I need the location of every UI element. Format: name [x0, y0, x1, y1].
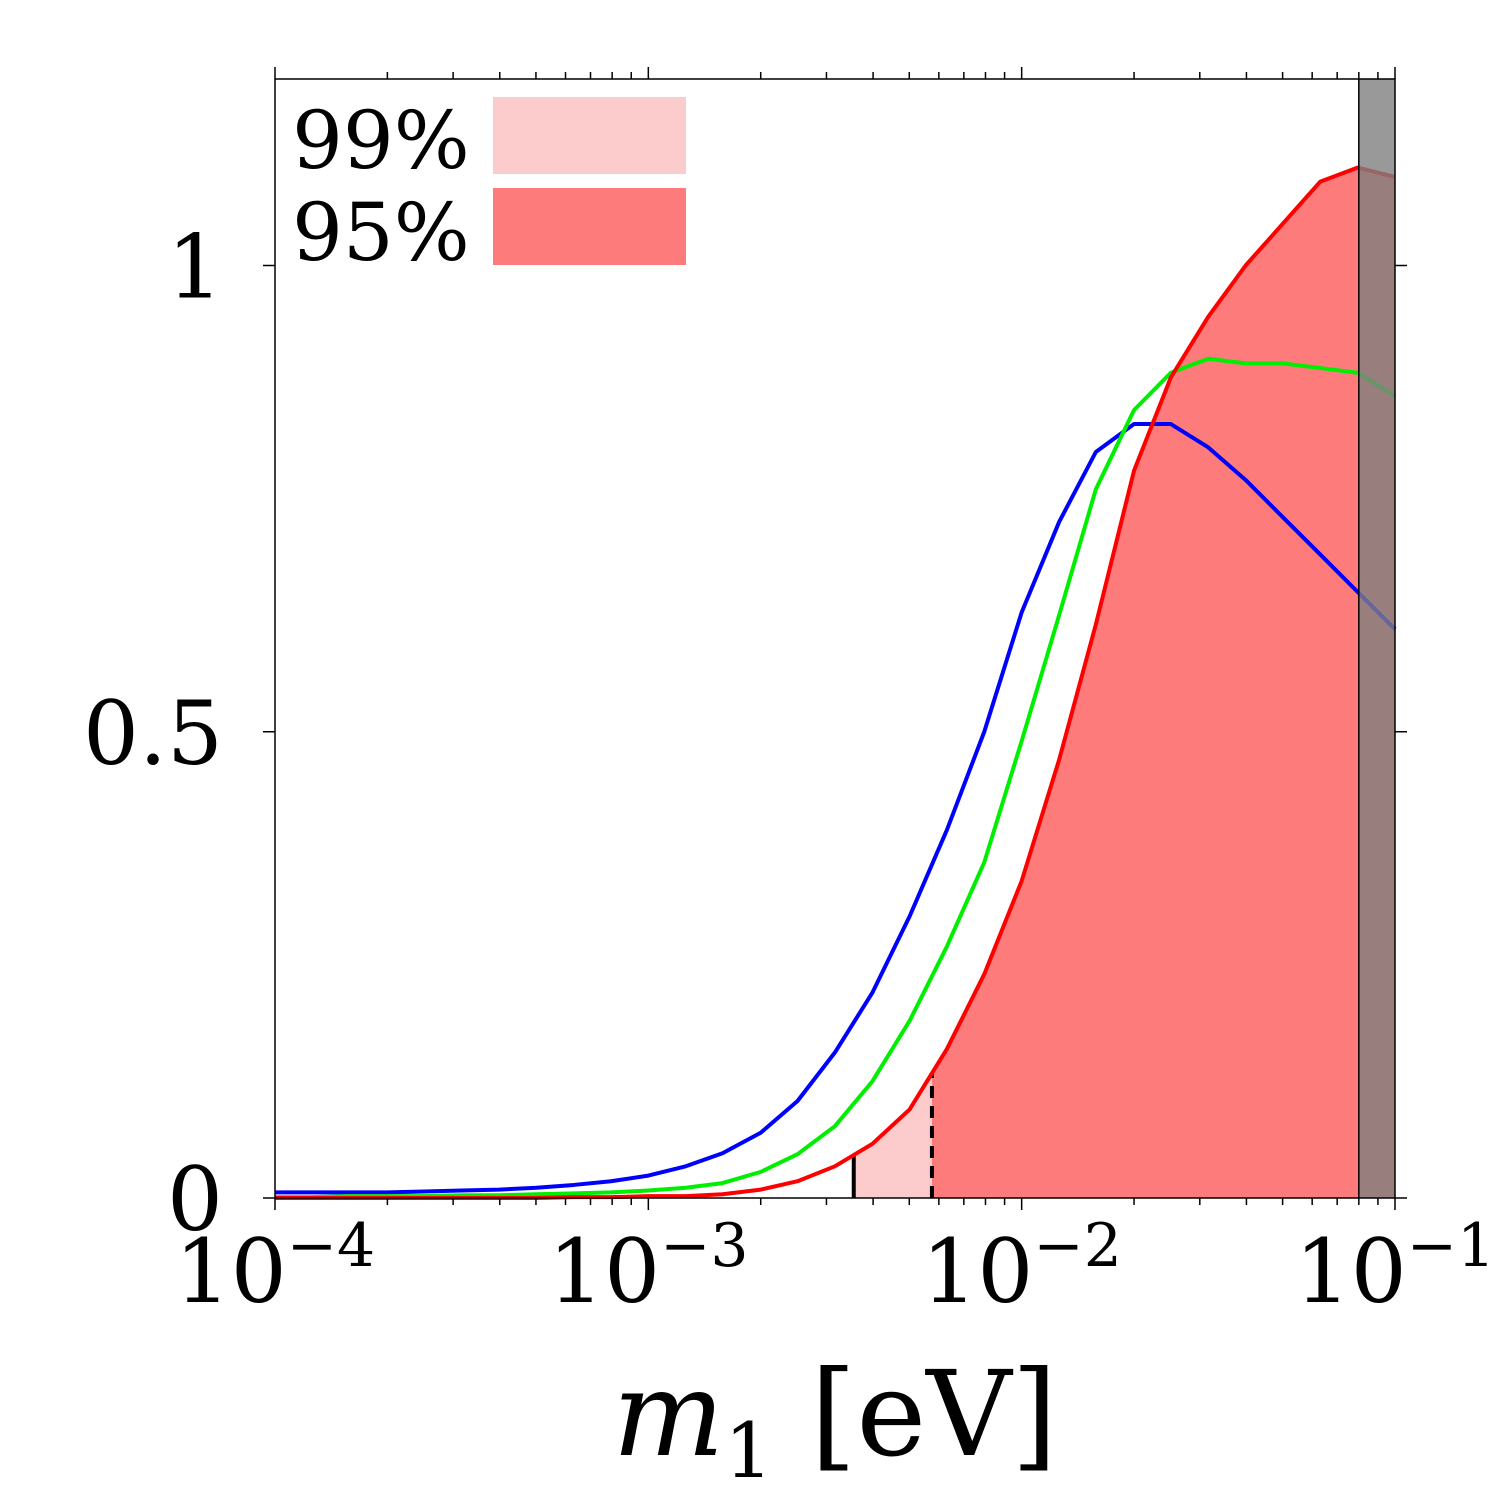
- y-tick-label: 0.5: [83, 682, 223, 785]
- legend-swatch-95: [493, 188, 686, 265]
- x-tick-label-exponent: −1: [1407, 1211, 1495, 1281]
- x-axis-label-unit: [eV]: [773, 1345, 1058, 1483]
- x-tick-label: 10−4: [175, 1211, 375, 1323]
- x-tick-label-base: 10: [175, 1220, 287, 1323]
- excluded-region: [1358, 79, 1395, 1198]
- x-axis-label-variable: m: [613, 1345, 725, 1483]
- series-line-green-curve: [275, 356, 1397, 1200]
- region-99-percent: [853, 1073, 932, 1198]
- x-axis-label: m1 [eV]: [613, 1345, 1058, 1495]
- plot-area: [275, 79, 1397, 1200]
- y-tick-label: 0: [167, 1148, 223, 1251]
- x-tick-label: 10−1: [1295, 1211, 1495, 1323]
- series-line-blue-curve: [275, 422, 1397, 1195]
- x-tick-label-exponent: −2: [1033, 1211, 1121, 1281]
- legend: 99% 95%: [292, 94, 686, 279]
- x-tick-label-exponent: −4: [287, 1211, 375, 1281]
- axes: [263, 67, 1407, 1210]
- region-95-percent: [931, 167, 1395, 1198]
- x-tick-label-exponent: −3: [660, 1211, 748, 1281]
- x-tick-label: 10−3: [548, 1211, 748, 1323]
- plot-frame: [274, 78, 1396, 1199]
- x-axis-label-subscript: 1: [724, 1406, 772, 1495]
- x-tick-label-base: 10: [921, 1220, 1033, 1323]
- x-tick-label-base: 10: [1295, 1220, 1407, 1323]
- y-tick-label: 1: [167, 216, 223, 319]
- legend-swatch-99: [493, 97, 686, 174]
- x-tick-label: 10−2: [921, 1211, 1121, 1323]
- legend-label-95: 95%: [292, 186, 470, 279]
- x-tick-label-base: 10: [548, 1220, 660, 1323]
- legend-label-99: 99%: [292, 94, 470, 187]
